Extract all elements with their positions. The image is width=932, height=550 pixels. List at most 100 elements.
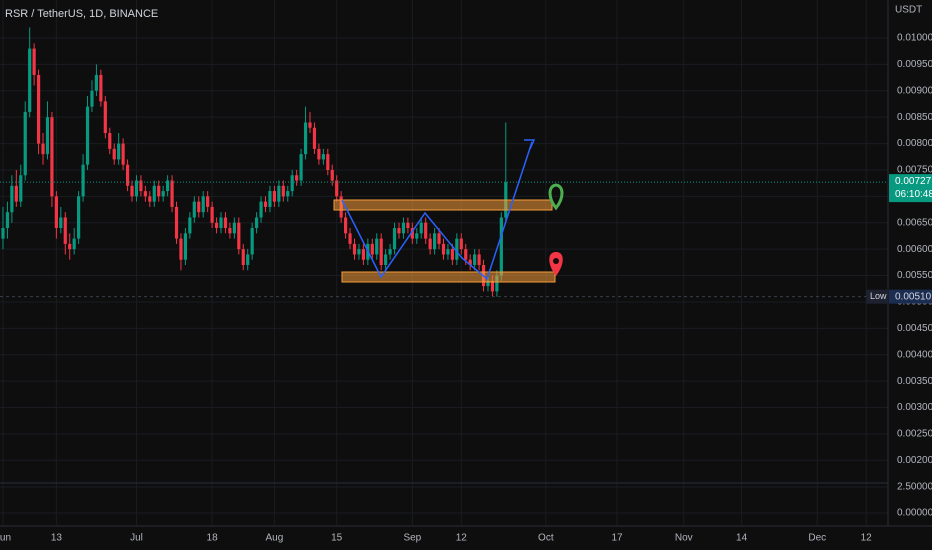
candle-body bbox=[468, 259, 472, 265]
y-tick-label: 0.00800 bbox=[897, 138, 932, 149]
candle-body bbox=[228, 228, 232, 234]
candle-body bbox=[446, 249, 450, 255]
candle-body bbox=[437, 233, 441, 244]
projection-path bbox=[341, 141, 533, 281]
candle-body bbox=[99, 74, 103, 102]
candle-body bbox=[455, 238, 459, 260]
red-pin-hole bbox=[553, 258, 559, 264]
candle-body bbox=[321, 154, 325, 160]
last-price-badge bbox=[889, 174, 932, 203]
candle-body bbox=[77, 196, 81, 239]
candle-body bbox=[308, 122, 312, 128]
low-name: Low bbox=[870, 291, 887, 301]
candle-body bbox=[361, 249, 365, 260]
candle-body bbox=[290, 175, 294, 192]
candle-body bbox=[19, 175, 23, 202]
y-tick-label: 0.00000 bbox=[897, 508, 932, 519]
candle-body bbox=[401, 222, 406, 234]
candle-body bbox=[183, 233, 188, 260]
candle-body bbox=[406, 222, 410, 229]
candle-body bbox=[272, 191, 277, 202]
y-tick-label: 0.00950 bbox=[897, 59, 932, 70]
candle-body bbox=[250, 228, 254, 255]
candle-body bbox=[214, 222, 219, 229]
low-name-badge bbox=[866, 289, 888, 304]
y-tick-label: 0.00400 bbox=[897, 349, 932, 360]
candle-body bbox=[424, 222, 428, 239]
candle-body bbox=[268, 191, 272, 207]
x-tick-label: Jun bbox=[0, 533, 11, 544]
candle-body bbox=[1, 228, 5, 239]
candle-body bbox=[59, 217, 63, 229]
candle-body bbox=[370, 243, 374, 255]
candle-body bbox=[490, 280, 495, 292]
candle-body bbox=[450, 249, 454, 260]
candle-body bbox=[130, 185, 134, 197]
candle-body bbox=[36, 74, 41, 144]
candle-body bbox=[41, 143, 45, 155]
candle-body bbox=[255, 217, 259, 229]
candle-body bbox=[419, 222, 423, 234]
x-tick-label: Nov bbox=[675, 533, 693, 544]
candle-body bbox=[286, 191, 290, 197]
candle-body bbox=[32, 48, 36, 75]
x-tick-label: 18 bbox=[207, 533, 219, 544]
candle-body bbox=[326, 154, 330, 170]
candle-body bbox=[117, 143, 121, 160]
candle-body bbox=[303, 122, 308, 155]
candle-body bbox=[330, 169, 334, 181]
x-tick-label: 15 bbox=[331, 533, 343, 544]
support-zone bbox=[341, 271, 556, 283]
candle-body bbox=[28, 48, 32, 112]
candle-body bbox=[192, 201, 196, 218]
candle-body bbox=[499, 217, 503, 276]
candle-body bbox=[473, 254, 477, 265]
candle-body bbox=[388, 249, 392, 255]
y-tick-label: 0.00850 bbox=[897, 112, 932, 123]
candle-body bbox=[108, 133, 112, 149]
candle-body bbox=[166, 180, 170, 192]
x-tick-label: 12 bbox=[456, 533, 468, 544]
candle-body bbox=[486, 280, 490, 287]
candle-body bbox=[45, 117, 50, 155]
candle-body bbox=[121, 143, 125, 165]
y-tick-label: 0.00750 bbox=[897, 165, 932, 176]
candle-body bbox=[352, 243, 357, 255]
candle-body bbox=[179, 238, 183, 260]
candle-body bbox=[263, 201, 268, 207]
candle-body bbox=[415, 233, 419, 239]
candle-body bbox=[281, 185, 285, 197]
candles bbox=[0, 27, 888, 298]
candle-body bbox=[174, 206, 179, 239]
candle-body bbox=[379, 238, 383, 265]
x-tick-label: 13 bbox=[51, 533, 63, 544]
candle-body bbox=[459, 238, 463, 250]
candle-body bbox=[188, 217, 192, 234]
low-value-badge bbox=[889, 289, 932, 304]
drawings bbox=[333, 139, 564, 283]
candle-body bbox=[495, 275, 499, 292]
candle-body bbox=[139, 180, 143, 192]
candle-body bbox=[206, 196, 210, 207]
candle-body bbox=[72, 238, 76, 250]
x-tick-label: Sep bbox=[403, 533, 421, 544]
y-tick-label: 0.00900 bbox=[897, 85, 932, 96]
y-tick-label: 0.00650 bbox=[897, 217, 932, 228]
x-tick-label: Oct bbox=[538, 533, 554, 544]
candle-body bbox=[384, 254, 388, 265]
candle-body bbox=[277, 185, 281, 202]
y-axis-label: USDT bbox=[895, 5, 922, 16]
x-tick-label: 14 bbox=[736, 533, 748, 544]
y-tick-label: 0.00550 bbox=[897, 270, 932, 281]
y-tick-label: 0.00200 bbox=[897, 455, 932, 466]
candle-body bbox=[219, 217, 223, 229]
candle-body bbox=[85, 106, 90, 165]
candle-body bbox=[161, 191, 165, 197]
x-tick-label: Jul bbox=[130, 533, 143, 544]
candle-body bbox=[241, 249, 245, 265]
candle-body bbox=[317, 148, 321, 160]
candle-body bbox=[157, 185, 161, 197]
candle-body bbox=[335, 180, 339, 197]
candle-body bbox=[54, 196, 58, 229]
